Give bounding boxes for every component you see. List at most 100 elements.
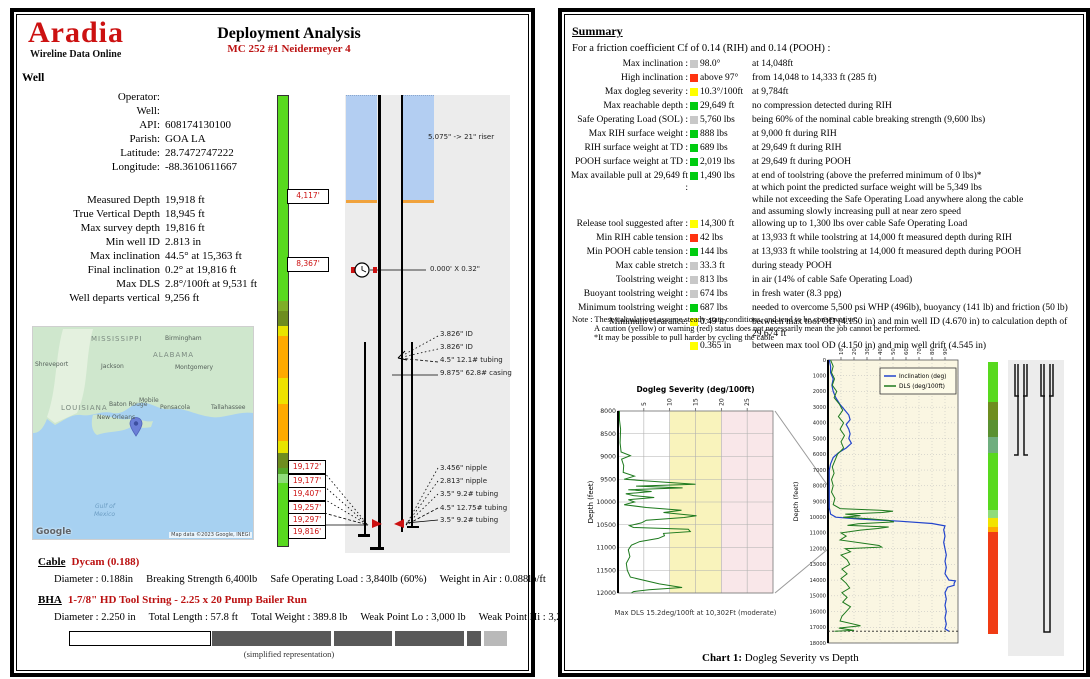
map-attribution: Map data ©2023 Google, INEGI: [169, 532, 252, 538]
svg-text:8000: 8000: [600, 408, 616, 415]
summary-value: 144 lbs: [700, 247, 728, 257]
summary-title: Summary: [572, 24, 623, 38]
summary-row: Max reachable depth : 29,649 ft no compres…: [568, 100, 1073, 114]
summary-row: Max available pull at 29,649 ft : 1,490 l…: [568, 170, 1073, 218]
dogleg-severity-zoom-chart: 5 10 15 20 25 8000 8500 9000 9500 10000 10500 11000…: [587, 385, 777, 617]
page-title: Deployment Analysis: [217, 25, 361, 42]
summary-label: Max dogleg severity :: [604, 87, 688, 97]
summary-row: Minimum toolstring weight : 687 lbs needed…: [568, 302, 1073, 316]
page-left-border: [16, 14, 529, 671]
component-label: 3.456" nipple: [440, 464, 488, 472]
toolstring-bar: [69, 631, 509, 646]
svg-text:5: 5: [641, 402, 648, 406]
map-label: Gulf of: [95, 503, 115, 510]
svg-text:12000: 12000: [809, 546, 826, 552]
aradia-logo: Aradia: [28, 16, 124, 49]
toolstring-segment: [395, 631, 464, 646]
summary-note: at 13,933 ft while toolstring at 14,000 …: [752, 247, 1022, 257]
well-section-label: Well: [22, 72, 45, 84]
summary-note: at 29,649 ft during POOH: [752, 157, 851, 167]
bha-details: Diameter : 2.250 in Total Length : 57.8 …: [54, 612, 583, 623]
severity-segment: [988, 420, 998, 437]
cable-heading: Cable Dycam (0.188): [38, 556, 139, 568]
svg-text:3000: 3000: [813, 405, 826, 411]
summary-label: Max RIH surface weight :: [588, 129, 688, 139]
summary-row: Toolstring weight : 813 lbs in air (14% of…: [568, 274, 1073, 288]
svg-text:17000: 17000: [809, 625, 826, 631]
well-stat-row: True Vertical Depth 18,945 ft: [73, 208, 205, 220]
severity-segment: [278, 378, 288, 404]
map-label: Baton Rouge: [109, 401, 148, 408]
summary-label: Min RIH cable tension :: [596, 233, 688, 243]
severity-segment: [988, 532, 998, 634]
summary-label: Min POOH cable tension :: [586, 247, 688, 257]
id-label: 4.5" 12.1# tubing: [440, 356, 503, 364]
svg-text:14000: 14000: [809, 578, 826, 584]
summary-value: 33.3 ft: [700, 261, 725, 271]
status-swatch-gray: [690, 60, 698, 68]
summary-row: Safe Operating Load (SOL) : 5,760 lbs bein…: [568, 114, 1073, 128]
summary-value: 10.3°/100ft: [700, 87, 744, 97]
summary-note: no compression detected during RIH: [752, 101, 892, 111]
svg-text:0: 0: [823, 358, 826, 364]
summary-value: 674 lbs: [700, 289, 728, 299]
well-field-row: API: 608174130100: [139, 119, 231, 131]
page-right: Summary For a friction coefficient Cf of…: [558, 8, 1090, 677]
status-swatch-green: [690, 248, 698, 256]
summary-row: Minimum clearance: 0.49 in between max too…: [568, 316, 1073, 340]
svg-text:Dogleg Severity (deg/100ft): Dogleg Severity (deg/100ft): [636, 385, 754, 394]
riser-label: 5.075" -> 21" riser: [428, 133, 495, 141]
svg-text:1000: 1000: [813, 374, 826, 380]
map-label: Birmingham: [165, 335, 202, 342]
id-label: 3.826" ID: [440, 343, 473, 351]
status-swatch-green: [690, 304, 698, 312]
summary-row: Max cable stretch : 33.3 ft during steady …: [568, 260, 1073, 274]
component-label: 3.5" 9.2# tubing: [440, 516, 499, 524]
summary-row: Min RIH cable tension : 42 lbs at 13,933 f…: [568, 232, 1073, 246]
well-stats: Measured Depth 19,918 ft True Vertical Dep…: [22, 193, 257, 305]
svg-text:50: 50: [891, 348, 897, 355]
riser-fluid-left: [346, 95, 377, 200]
summary-row: Max inclination : 98.0° at 14,048ft: [568, 58, 1073, 72]
tubing-shoe-1: [358, 534, 370, 537]
summary-value: 0.365 in: [700, 341, 732, 351]
summary-note: at 9,000 ft during RIH: [752, 129, 837, 139]
severity-segment: [278, 336, 288, 378]
svg-text:10: 10: [667, 398, 674, 406]
summary-label: Buoyant toolstring weight :: [583, 289, 688, 299]
svg-text:6000: 6000: [813, 452, 826, 458]
svg-text:10000: 10000: [596, 499, 616, 506]
summary-note: allowing up to 1,300 lbs over cable Safe…: [752, 219, 968, 229]
component-label: 3.5" 9.2# tubing: [440, 490, 499, 498]
well-fields: Operator: Well: API: 608174130100 Parish: GOA…: [22, 90, 237, 174]
status-swatch-red: [690, 234, 698, 242]
tubing-wall-1: [364, 342, 366, 534]
svg-text:30: 30: [865, 348, 871, 355]
mini-well-schematic: [1008, 360, 1064, 656]
summary-table: Max inclination : 98.0° at 14,048ft High in…: [568, 58, 1073, 354]
summary-note: at end of toolstring (above the preferre…: [752, 171, 1024, 217]
summary-row: 0.365 in between max tool OD (4.150 in) a…: [568, 340, 1073, 354]
id-label: 3.826" ID: [440, 330, 473, 338]
well-stat-row: Max DLS 2.8°/100ft at 9,531 ft: [116, 278, 258, 290]
toolstring-segment: [334, 631, 392, 646]
well-field-row: Longitude: -88.3610611667: [111, 161, 238, 173]
toolstring-segment: [69, 631, 211, 646]
depth-box: 19,816': [288, 525, 326, 539]
toolstring-segment: [212, 631, 331, 646]
summary-row: RIH surface weight at TD : 689 lbs at 29,6…: [568, 142, 1073, 156]
summary-value: above 97°: [700, 73, 739, 83]
bha-label: BHA: [38, 594, 62, 606]
svg-text:13000: 13000: [809, 562, 826, 568]
summary-value: 5,760 lbs: [700, 115, 735, 125]
id-label: 9.875" 62.8# casing: [440, 369, 512, 377]
status-swatch-green: [690, 144, 698, 152]
severity-segment: [278, 311, 288, 326]
location-map[interactable]: MISSISSIPPI Birmingham ALABAMA Montgomery Sh…: [32, 326, 254, 540]
summary-value: 689 lbs: [700, 143, 728, 153]
summary-value: 0.49 in: [700, 317, 727, 327]
summary-value: 42 lbs: [700, 233, 723, 243]
svg-text:15: 15: [693, 398, 700, 406]
tool-position-label: 0.000' X 0.32": [430, 265, 481, 273]
footnote-line: *It may be possible to pull harder by cy…: [594, 333, 775, 342]
